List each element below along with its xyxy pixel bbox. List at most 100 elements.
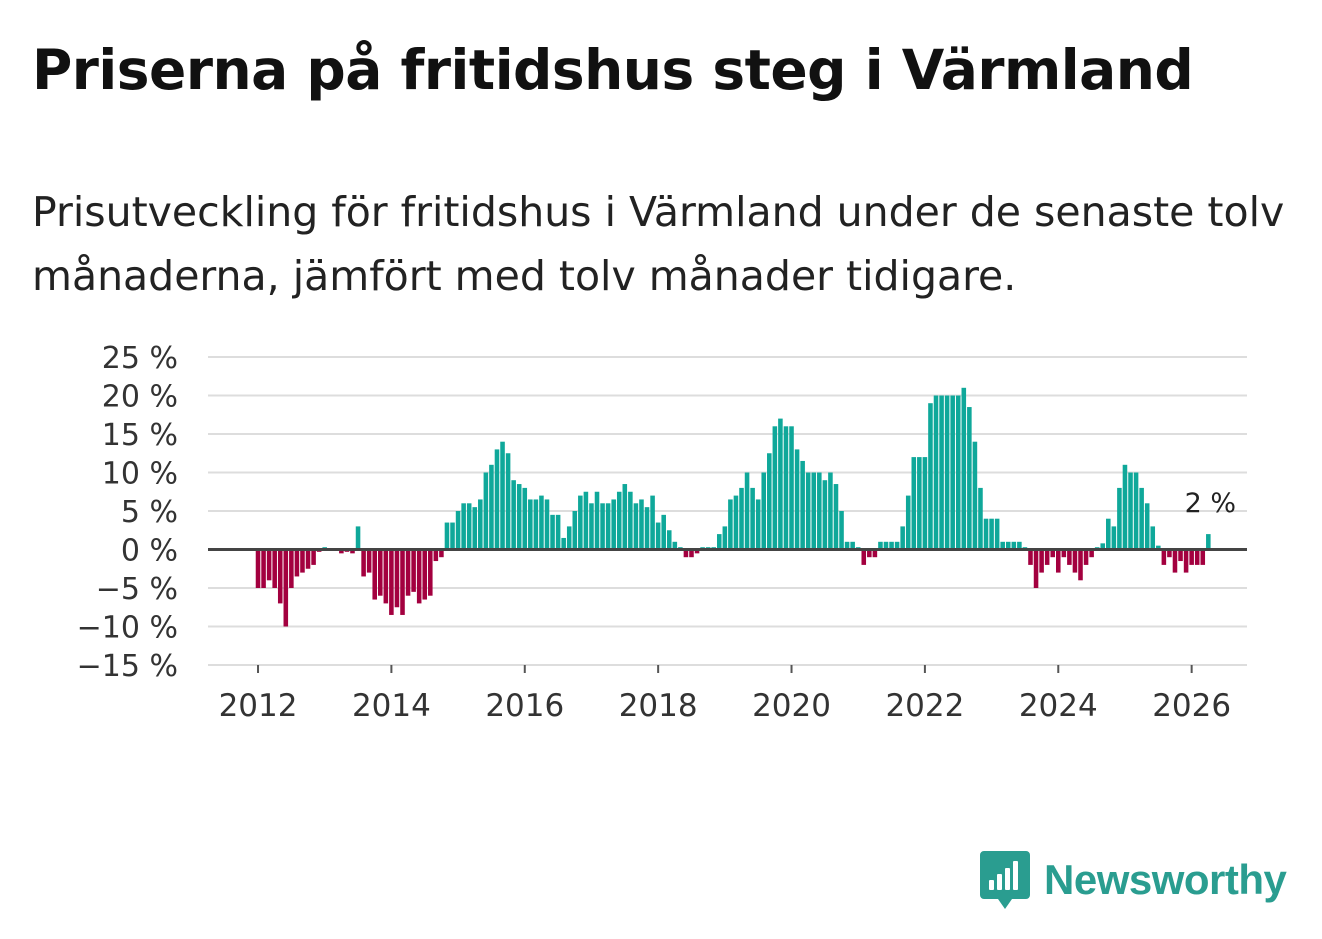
bar: [300, 549, 305, 573]
bar: [350, 549, 355, 554]
bar: [400, 549, 405, 615]
bar: [1144, 503, 1150, 550]
bar: [450, 522, 455, 550]
bar: [905, 495, 911, 550]
bar: [1017, 541, 1022, 550]
bar: [955, 395, 961, 550]
bar: [1194, 549, 1200, 565]
bar: [939, 395, 944, 550]
bar: [311, 549, 316, 565]
bar: [1100, 543, 1106, 550]
bar: [466, 503, 472, 550]
bar: [1061, 549, 1067, 558]
bar: [739, 487, 744, 550]
bar: [716, 534, 722, 550]
bar: [1005, 541, 1011, 550]
bar: [439, 549, 444, 558]
bar: [1150, 526, 1156, 550]
bar: [433, 549, 439, 562]
bar: [944, 395, 950, 550]
bar: [967, 407, 972, 550]
bar: [594, 491, 600, 550]
bar: [505, 453, 511, 550]
bar: [261, 549, 266, 588]
bar: [828, 472, 833, 550]
bar: [983, 518, 989, 550]
bar: [372, 549, 377, 600]
bar: [366, 549, 372, 573]
x-tick-label: 2020: [752, 688, 831, 724]
x-tick-label: 2022: [885, 688, 964, 724]
bar: [255, 549, 261, 588]
x-tick-label: 2016: [485, 688, 564, 724]
bar: [272, 549, 277, 588]
y-tick-label: 20 %: [102, 380, 178, 415]
bar: [572, 511, 578, 550]
bar: [867, 549, 872, 558]
y-tick-label: −5 %: [96, 572, 178, 607]
bar: [289, 549, 294, 588]
bar: [622, 484, 628, 550]
bar: [1033, 549, 1039, 588]
bar: [528, 499, 533, 550]
bar: [500, 441, 505, 550]
bar: [1078, 549, 1083, 581]
y-tick-label: 10 %: [102, 457, 178, 492]
bar: [789, 426, 794, 550]
bar: [377, 549, 383, 596]
y-tick-label: 0 %: [121, 534, 178, 569]
bar: [989, 518, 994, 550]
bar: [1000, 541, 1005, 550]
bar: [428, 549, 433, 596]
bar: [516, 484, 522, 550]
y-axis-ticks: 25 % 20 %15 % 10 %5 % 0 %−5 % −10 %−15 %: [77, 341, 178, 684]
bar: [878, 541, 883, 550]
bar: [772, 426, 778, 550]
bar: [361, 549, 366, 577]
bar: [822, 480, 828, 550]
bar: [611, 499, 616, 550]
bar: [900, 526, 905, 550]
bar: [839, 511, 844, 550]
bar: [800, 460, 805, 550]
bar: [411, 549, 416, 592]
bar: [1067, 549, 1072, 565]
bar: [544, 499, 550, 550]
bar: [578, 495, 583, 550]
bar: [694, 549, 700, 554]
bar: [950, 395, 955, 550]
bar: [383, 549, 389, 604]
bar: [1083, 549, 1089, 565]
bar: [277, 549, 283, 604]
bar: [755, 499, 761, 550]
bar: [917, 457, 922, 550]
bar-chart: 25 % 20 %15 % 10 %5 % 0 %−5 % −10 %−15 % 201…: [77, 341, 1247, 724]
bar: [455, 511, 461, 550]
bar: [550, 514, 555, 550]
bar: [605, 503, 611, 550]
bar: [733, 495, 739, 550]
bar: [1167, 549, 1172, 558]
bar: [1072, 549, 1078, 573]
bar: [978, 487, 983, 550]
bar: [833, 484, 839, 550]
bar: [655, 522, 661, 550]
bar: [1200, 549, 1206, 565]
bar: [583, 491, 589, 550]
bar: [933, 395, 939, 550]
newsworthy-logo-icon: [980, 851, 1030, 909]
x-tick-label: 2024: [1019, 688, 1098, 724]
bar: [489, 464, 494, 550]
bar: [1055, 549, 1061, 573]
y-tick-label: 5 %: [121, 495, 178, 530]
bar: [1128, 472, 1133, 550]
bar: [1050, 549, 1055, 558]
bar: [283, 549, 289, 627]
bar: [511, 480, 516, 550]
bar: [650, 495, 655, 550]
bar: [761, 472, 767, 550]
y-tick-label: −10 %: [77, 611, 178, 646]
bar: [1178, 549, 1183, 562]
bar: [961, 387, 967, 550]
bar: [628, 491, 633, 550]
